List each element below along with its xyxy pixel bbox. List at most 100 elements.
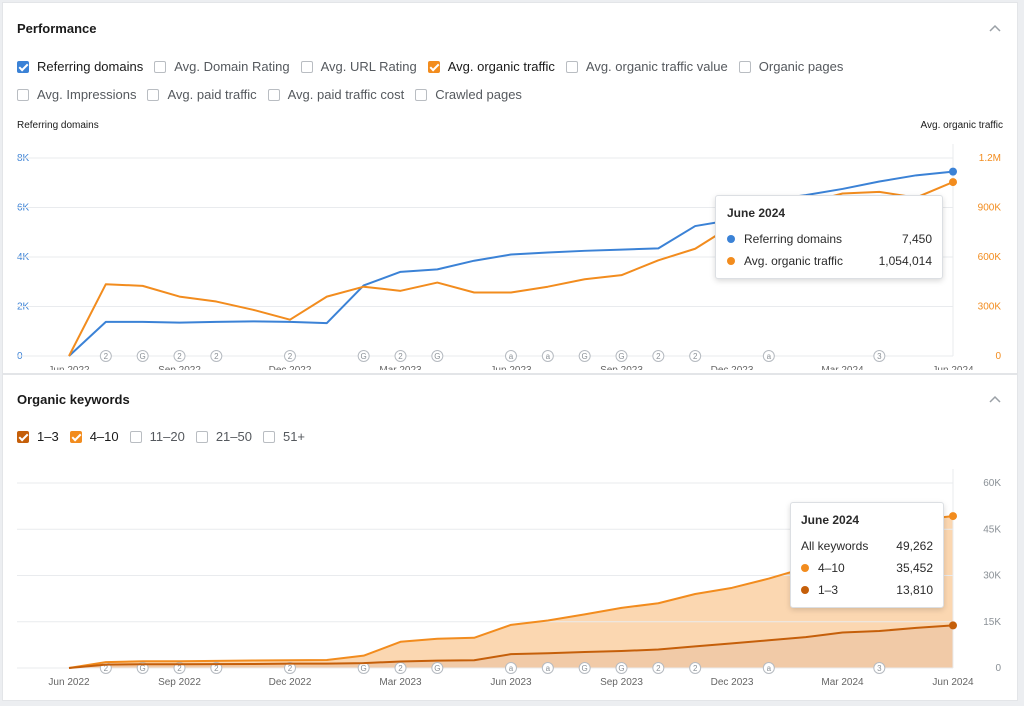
annotation-marker[interactable]: 2 [284,350,296,362]
checkbox-crawled-pages[interactable]: Crawled pages [415,87,522,102]
annotation-marker[interactable]: 2 [173,350,186,362]
organic-keywords-panel: Organic keywords 1–3 4–10 11–20 21–50 51+ 0 1… [2,374,1018,701]
annotation-label: 2 [398,664,403,673]
checkbox-unchecked-icon [154,60,167,73]
annotation-marker[interactable]: a [541,350,554,362]
tooltip-series-label: Referring domains [744,232,843,246]
tooltip-series-name: 4–10 [801,561,845,575]
chevron-up-icon[interactable] [987,21,1003,37]
checkbox-unchecked-icon [147,88,160,101]
tooltip-total-row: All keywords 49,262 [801,535,933,557]
x-tick-label: Sep 2022 [158,365,201,370]
annotation-label: 2 [177,352,182,361]
x-tick-label: Sep 2023 [600,677,643,688]
annotation-marker[interactable]: 2 [652,350,665,362]
annotation-marker[interactable]: G [578,350,591,362]
annotation-marker[interactable]: G [615,662,628,674]
checkbox-unchecked-icon [415,88,428,101]
annotation-marker[interactable]: G [431,662,444,674]
right-y-tick-label: 15K [983,617,1001,628]
tooltip-title: June 2024 [727,206,786,220]
chevron-up-icon[interactable] [987,392,1003,408]
area-fill-1-3 [69,625,953,668]
x-tick-label: Jun 2023 [490,677,532,688]
annotation-marker[interactable]: 2 [652,662,665,674]
checkbox-1-3[interactable]: 1–3 [17,429,59,444]
checkbox-unchecked-icon [17,88,29,101]
annotation-label: a [509,352,514,361]
annotation-label: G [140,352,146,361]
x-tick-label: Sep 2022 [158,677,201,688]
annotation-marker[interactable]: 3 [873,662,886,674]
annotation-marker[interactable]: 2 [689,350,702,362]
annotation-label: 2 [656,352,661,361]
annotation-marker[interactable]: 2 [689,662,702,674]
annotation-marker[interactable]: 2 [394,662,407,674]
x-tick-label: Dec 2022 [269,365,312,370]
right-axis-title: Avg. organic traffic [920,120,1003,131]
annotation-marker[interactable]: G [136,350,149,362]
tooltip-row: 4–10 35,452 [801,557,933,579]
annotation-label: G [618,664,624,673]
left-axis-title: Referring domains [17,120,99,131]
checkbox-21-50[interactable]: 21–50 [195,429,252,444]
annotation-marker[interactable]: a [505,662,517,674]
annotation-marker[interactable]: 2 [284,662,296,674]
checkbox-4-10[interactable]: 4–10 [69,429,119,444]
annotation-marker[interactable]: a [541,662,554,674]
checkbox-label: Avg. URL Rating [320,59,417,74]
annotation-label: G [434,352,440,361]
checkbox-11-20[interactable]: 11–20 [129,429,185,444]
annotation-marker[interactable]: G [615,350,628,362]
annotation-marker[interactable]: G [357,662,370,674]
legend-dot-icon [727,257,735,265]
annotation-marker[interactable]: 2 [394,350,407,362]
annotation-marker[interactable]: a [762,350,775,362]
checkbox-organic-pages[interactable]: Organic pages [738,59,843,74]
checkbox-avg-paid-traffic-cost[interactable]: Avg. paid traffic cost [267,87,404,102]
x-tick-label: Dec 2022 [269,677,312,688]
right-y-tick-label: 45K [983,524,1001,535]
checkbox-unchecked-icon [129,430,142,443]
x-tick-label: Dec 2023 [711,365,754,370]
series-endpoint-avg-organic-traffic [949,178,957,187]
checkbox-label: Avg. organic traffic [447,59,555,74]
checkbox-avg-url-rating[interactable]: Avg. URL Rating [300,59,417,74]
checkbox-avg-impressions[interactable]: Avg. Impressions [17,87,136,102]
annotation-marker[interactable]: G [357,350,370,362]
organic-keywords-chart[interactable]: 0 15K 30K 45K 60K Jun 2022 Sep 2022 Dec 2022 Mar… [3,465,1015,695]
checkbox-avg-organic-traffic[interactable]: Avg. organic traffic [427,59,555,74]
checkbox-checked-icon [427,60,440,73]
x-tick-label: Mar 2024 [821,677,864,688]
tooltip-series-label: Avg. organic traffic [744,254,843,268]
position-checkbox-row: 1–3 4–10 11–20 21–50 51+ [17,429,316,444]
checkbox-51[interactable]: 51+ [262,429,305,444]
annotation-label: a [767,352,772,361]
annotation-label: G [140,664,146,673]
x-tick-label: Sep 2023 [600,365,643,370]
series-endpoint-referring-domains [949,167,957,176]
checkbox-avg-organic-traffic-value[interactable]: Avg. organic traffic value [565,59,728,74]
annotation-marker[interactable]: 2 [210,662,223,674]
annotation-marker[interactable]: 3 [873,350,886,362]
annotation-marker[interactable]: 2 [99,350,112,362]
annotation-marker[interactable]: a [505,350,517,362]
annotation-label: 2 [104,352,109,361]
annotation-label: 2 [214,664,219,673]
tooltip-total-label: All keywords [801,539,869,553]
annotation-marker[interactable]: 2 [210,350,223,362]
checkbox-avg-domain-rating[interactable]: Avg. Domain Rating [154,59,290,74]
right-y-tick-label: 0 [995,351,1001,362]
annotation-marker[interactable]: G [431,350,444,362]
annotation-label: 2 [288,352,293,361]
annotation-marker[interactable]: G [578,662,591,674]
checkbox-unchecked-icon [738,60,751,73]
series-endpoint-1-3 [949,621,957,630]
annotation-marker[interactable]: a [762,662,775,674]
checkbox-unchecked-icon [262,430,275,443]
checkbox-avg-paid-traffic[interactable]: Avg. paid traffic [147,87,257,102]
x-tick-label: Jun 2022 [48,677,90,688]
checkbox-referring-domains[interactable]: Referring domains [17,59,143,74]
series-endpoint-4-10 [949,512,957,521]
annotation-label: G [361,664,367,673]
